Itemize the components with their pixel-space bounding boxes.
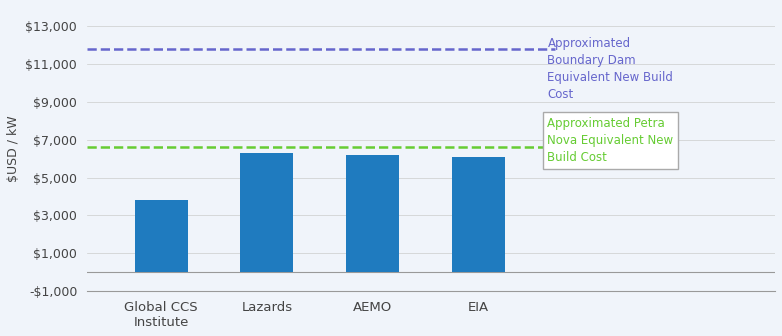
Bar (135, 200, 188, 272)
Text: Approximated Petra
Nova Equivalent New
Build Cost: Approximated Petra Nova Equivalent New B… (547, 117, 673, 164)
Bar (452, 157, 505, 272)
Bar (346, 155, 400, 272)
Y-axis label: $USD / kW: $USD / kW (7, 116, 20, 182)
Bar (241, 153, 293, 272)
Text: Approximated
Boundary Dam
Equivalent New Build
Cost: Approximated Boundary Dam Equivalent New… (547, 37, 673, 101)
